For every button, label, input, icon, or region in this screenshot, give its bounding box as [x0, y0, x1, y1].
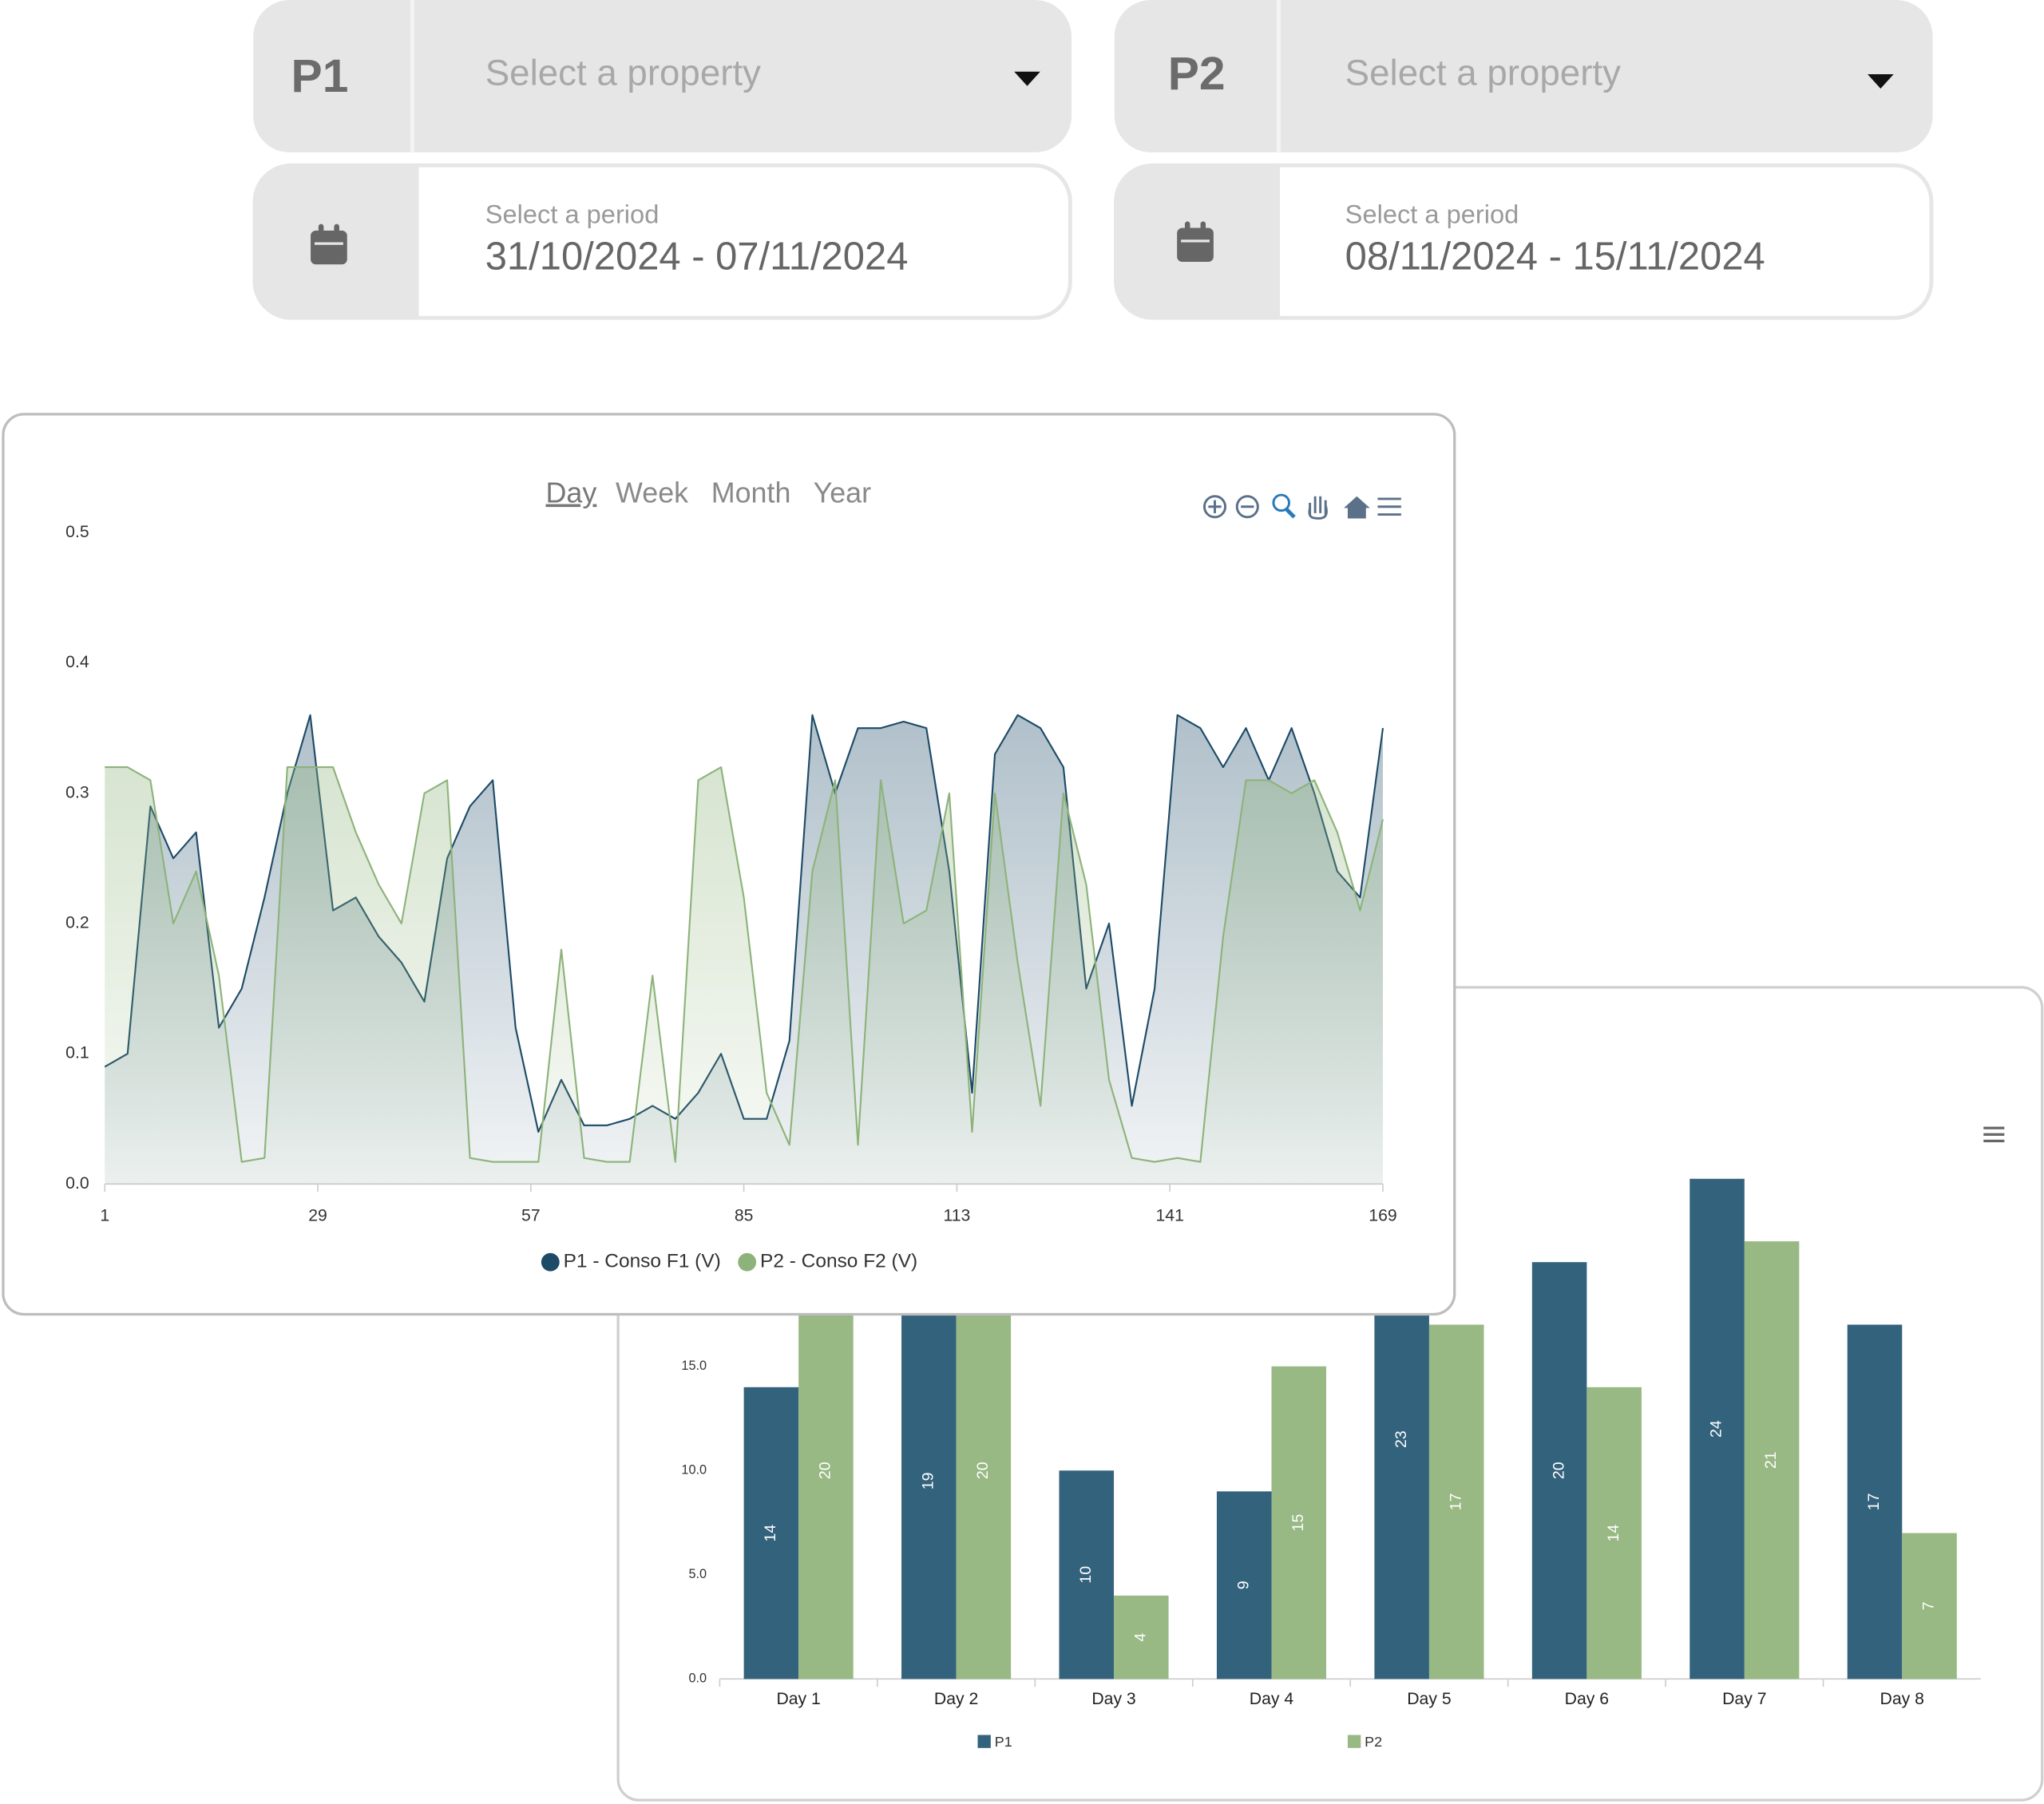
data-label: 7 — [1920, 1602, 1938, 1611]
x-tick-label: Day 4 — [1250, 1690, 1294, 1708]
y-tick-label: 0.3 — [65, 783, 89, 801]
property-placeholder: Select a property — [1345, 53, 1621, 93]
property-select[interactable] — [1114, 0, 1933, 152]
x-tick-label: 169 — [1369, 1207, 1396, 1225]
x-tick-label: Day 1 — [776, 1690, 820, 1708]
y-tick-label: 15.0 — [681, 1359, 707, 1373]
zoom-select-icon[interactable] — [1272, 493, 1296, 519]
bar — [1689, 1178, 1745, 1679]
data-label: 17 — [1447, 1493, 1464, 1511]
data-label: 20 — [817, 1462, 834, 1479]
property-placeholder: Select a property — [485, 53, 761, 93]
bar — [743, 1387, 799, 1679]
range-tab[interactable]: Month — [711, 477, 791, 509]
period-select[interactable] — [1114, 163, 1934, 320]
legend-label[interactable]: P2 — [1365, 1734, 1382, 1750]
bar — [1216, 1491, 1272, 1679]
y-tick-label: 0.5 — [65, 523, 89, 541]
y-tick-label: 0.1 — [65, 1044, 89, 1062]
y-tick-label: 5.0 — [688, 1567, 707, 1581]
legend-swatch — [738, 1252, 757, 1272]
data-label: 19 — [920, 1472, 937, 1489]
legend-swatch — [1347, 1735, 1361, 1748]
data-label: 10 — [1077, 1566, 1095, 1584]
data-label: 17 — [1865, 1493, 1883, 1511]
zoom-in-icon[interactable] — [1202, 495, 1227, 519]
range-tab[interactable]: Year — [814, 477, 872, 509]
home-icon[interactable] — [1344, 496, 1370, 519]
y-tick-label: 10.0 — [681, 1463, 707, 1478]
x-tick-label: 113 — [944, 1207, 971, 1225]
selectors: P1 Select a property Select a period 31/… — [252, 0, 1934, 320]
property-select[interactable] — [253, 0, 1072, 152]
y-tick-label: 0.0 — [65, 1174, 89, 1193]
legend-label[interactable]: P2 - Conso F2 (V) — [760, 1251, 917, 1272]
calendar-icon — [1177, 221, 1214, 262]
x-tick-label: Day 7 — [1722, 1690, 1766, 1708]
x-tick-label: 1 — [100, 1207, 109, 1225]
data-label: 15 — [1289, 1514, 1307, 1532]
dropdown-arrow[interactable] — [1868, 74, 1894, 89]
legend-label[interactable]: P1 — [995, 1734, 1012, 1750]
bar — [1847, 1324, 1903, 1679]
data-label: 24 — [1708, 1420, 1725, 1438]
bar — [1902, 1533, 1957, 1679]
line — [105, 766, 1384, 1163]
x-tick-label: 85 — [735, 1207, 754, 1225]
bar — [1114, 1595, 1169, 1679]
zoom-out-icon[interactable] — [1235, 495, 1259, 519]
data-label: 9 — [1234, 1580, 1252, 1589]
data-label: 4 — [1131, 1633, 1149, 1642]
bar — [901, 1283, 957, 1679]
property-label: P2 — [1168, 48, 1226, 100]
line-chart-panel: Day Week Month Year 0.0 0.1 0.2 0.3 0.4 0.5 1 29 57 8… — [2, 413, 1456, 1316]
data-label: 20 — [1550, 1462, 1567, 1479]
range-tab[interactable]: Week — [616, 477, 688, 509]
bar — [798, 1262, 854, 1679]
bar — [1428, 1324, 1484, 1679]
calendar-icon — [311, 224, 347, 265]
data-label: 21 — [1762, 1451, 1780, 1469]
x-tick-label: Day 8 — [1880, 1690, 1924, 1708]
y-tick-label: 0.4 — [65, 653, 89, 671]
range-tab[interactable]: Day — [546, 477, 597, 509]
bar — [1059, 1470, 1115, 1679]
period-value: 31/10/2024 - 07/11/2024 — [485, 235, 909, 279]
toolbar — [1202, 493, 1401, 520]
x-tick-label: Day 3 — [1091, 1690, 1135, 1708]
area — [105, 767, 1384, 1185]
bar — [1271, 1366, 1327, 1679]
bar — [956, 1262, 1012, 1679]
data-label: 23 — [1392, 1430, 1410, 1448]
menu-icon[interactable] — [1377, 497, 1401, 516]
y-tick-label: 0.0 — [688, 1671, 707, 1686]
data-label: 14 — [1605, 1525, 1622, 1542]
legend-swatch — [977, 1735, 991, 1748]
legend-label[interactable]: P1 - Conso F1 (V) — [564, 1251, 721, 1272]
period-label: Select a period — [1345, 199, 1519, 228]
x-tick-label: 141 — [1156, 1207, 1184, 1225]
y-tick-label: 0.2 — [65, 914, 89, 932]
period-value: 08/11/2024 - 15/11/2024 — [1345, 235, 1765, 279]
bar — [1586, 1387, 1642, 1679]
x-tick-label: 57 — [521, 1207, 541, 1225]
bar — [1744, 1241, 1800, 1679]
data-label: 20 — [974, 1462, 992, 1479]
x-tick-label: Day 6 — [1565, 1690, 1609, 1708]
dropdown-arrow[interactable] — [1014, 71, 1040, 86]
property-label: P1 — [291, 50, 349, 102]
period-label: Select a period — [485, 199, 660, 228]
pan-icon[interactable] — [1308, 496, 1328, 520]
x-tick-label: Day 2 — [934, 1690, 978, 1708]
bar — [1531, 1262, 1587, 1679]
menu-icon[interactable] — [1983, 1126, 2005, 1143]
legend-swatch — [541, 1252, 560, 1272]
x-tick-label: 29 — [308, 1207, 327, 1225]
x-tick-label: Day 5 — [1407, 1690, 1451, 1708]
data-label: 14 — [762, 1525, 779, 1542]
